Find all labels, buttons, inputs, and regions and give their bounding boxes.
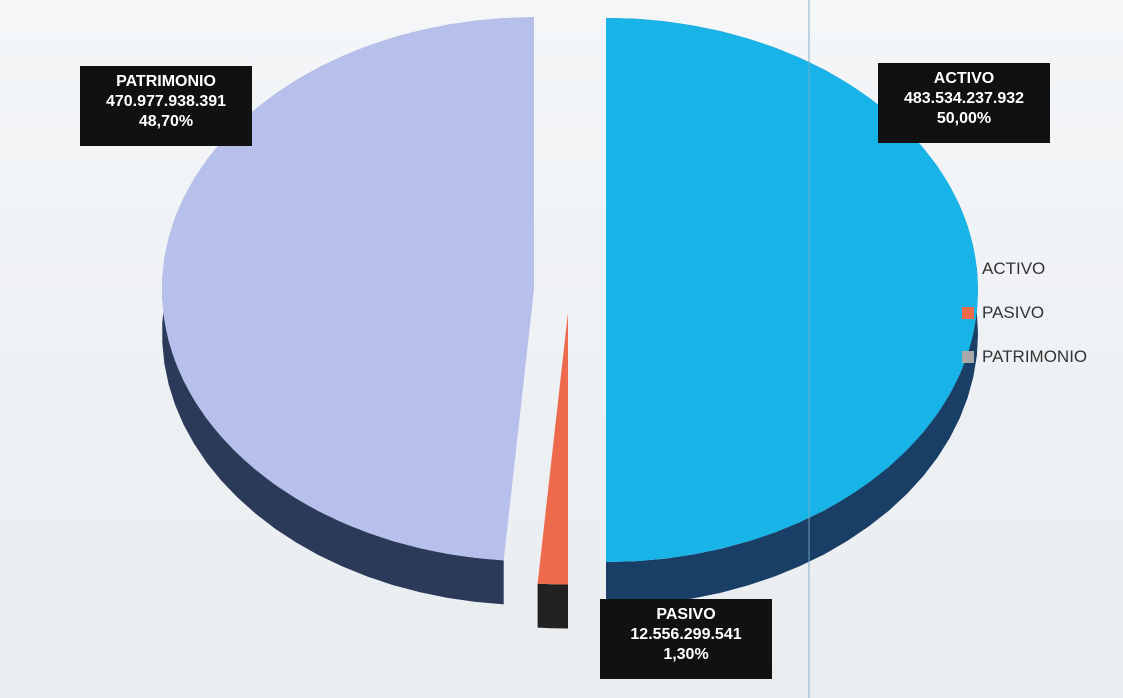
data-label-activo: ACTIVO 483.534.237.932 50,00% — [878, 63, 1050, 143]
data-label-activo-percent: 50,00% — [936, 110, 992, 127]
legend-item-pasivo: PASIVO — [962, 302, 1087, 324]
data-label-activo-value: 483.534.237.932 — [903, 90, 1025, 107]
data-label-patrimonio-value: 470.977.938.391 — [105, 93, 227, 110]
scan-line-divider — [808, 0, 810, 698]
legend-swatch-pasivo — [962, 307, 974, 319]
pie-slice-side-pasivo — [537, 583, 568, 629]
data-label-patrimonio-percent: 48,70% — [138, 113, 194, 130]
legend-label-patrimonio: PATRIMONIO — [982, 347, 1088, 366]
legend-swatch-patrimonio — [962, 351, 974, 363]
legend-swatch-activo — [962, 263, 974, 275]
data-label-patrimonio: PATRIMONIO 470.977.938.391 48,70% — [80, 66, 252, 146]
legend-item-activo: ACTIVO — [962, 258, 1087, 280]
data-label-pasivo-percent: 1,30% — [663, 646, 709, 663]
legend-item-patrimonio: PATRIMONIO — [962, 346, 1087, 368]
pie-slices — [161, 17, 978, 629]
legend-label-pasivo: PASIVO — [982, 303, 1045, 322]
legend-label-activo: ACTIVO — [982, 259, 1046, 278]
data-label-pasivo-value: 12.556.299.541 — [630, 626, 742, 643]
pie-slice-activo — [606, 18, 978, 562]
data-label-pasivo-name: PASIVO — [656, 606, 716, 623]
data-label-activo-name: ACTIVO — [933, 70, 995, 87]
chart-legend: ACTIVO PASIVO PATRIMONIO — [962, 258, 1087, 390]
data-label-pasivo: PASIVO 12.556.299.541 1,30% — [600, 599, 772, 679]
pie-slice-pasivo — [537, 312, 568, 585]
pie-slice-patrimonio — [161, 17, 535, 561]
data-label-patrimonio-name: PATRIMONIO — [116, 73, 216, 90]
